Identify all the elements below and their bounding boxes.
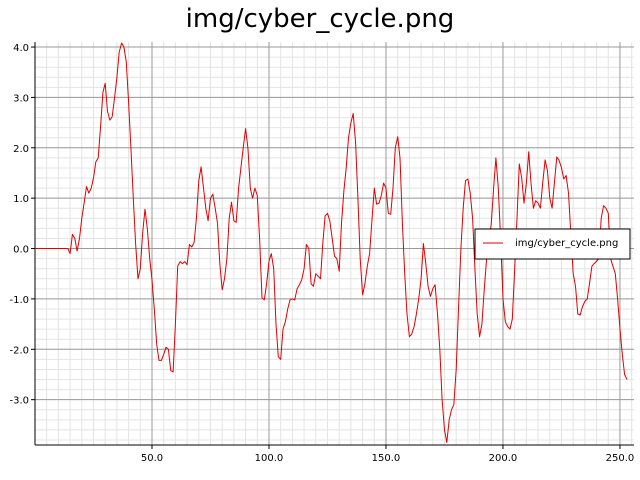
y-tick-label: -2.0 (9, 345, 29, 356)
y-tick-label: -1.0 (9, 295, 29, 306)
series-line (35, 42, 628, 443)
y-tick-label: 4.0 (13, 43, 29, 54)
y-tick-label: -3.0 (9, 396, 29, 407)
y-tick-label: 1.0 (13, 194, 29, 205)
series-layer (35, 42, 628, 443)
y-tick-label: 0.0 (13, 245, 29, 256)
legend: img/cyber_cycle.png (474, 228, 631, 260)
x-tick-label: 150.0 (372, 453, 401, 464)
x-axis-ticks: 50.0 100.0 150.0 200.0 250.0 (141, 445, 634, 464)
legend-label: img/cyber_cycle.png (515, 238, 618, 249)
x-tick-label: 200.0 (489, 453, 518, 464)
chart-title: img/cyber_cycle.png (185, 4, 455, 34)
x-tick-label: 250.0 (606, 453, 635, 464)
y-tick-label: 2.0 (13, 144, 29, 155)
x-tick-label: 100.0 (255, 453, 284, 464)
y-tick-label: 3.0 (13, 93, 29, 104)
x-tick-label: 50.0 (141, 453, 163, 464)
axes (34, 42, 634, 446)
major-grid (35, 42, 634, 445)
legend-box (474, 228, 631, 260)
y-axis-ticks: -3.0 -2.0 -1.0 0.0 1.0 2.0 3.0 4.0 (9, 43, 35, 407)
